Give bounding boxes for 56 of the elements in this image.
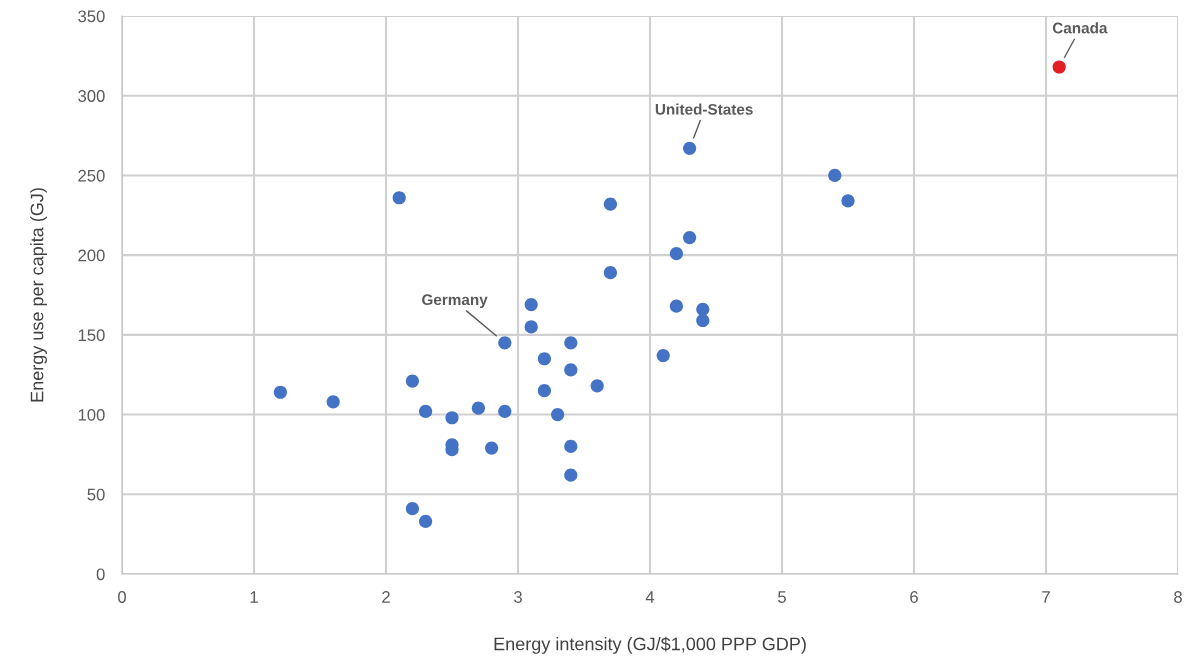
x-tick-label: 2 (382, 591, 390, 603)
point (564, 468, 578, 482)
x-tick-label: 6 (910, 591, 918, 603)
point (498, 336, 512, 350)
x-tick-label: 8 (1174, 591, 1182, 603)
annotation: United-States (655, 103, 753, 115)
point (537, 384, 551, 398)
point (392, 191, 406, 205)
point (485, 441, 499, 455)
point (471, 401, 485, 415)
point (419, 404, 433, 418)
point (524, 320, 538, 334)
point (1052, 60, 1066, 74)
annotation: Germany (422, 294, 488, 309)
point (551, 407, 565, 422)
point (669, 299, 683, 313)
y-tick-label: 300 (78, 90, 105, 102)
x-tick-label: 7 (1042, 591, 1050, 603)
point (564, 439, 578, 454)
annotation: Canada (1052, 22, 1108, 34)
y-axis-title: Energy use per capita (GJ) (30, 188, 47, 402)
point (537, 352, 551, 366)
point (405, 502, 419, 516)
point (564, 363, 578, 377)
point (669, 246, 683, 261)
y-tick-label: 50 (87, 488, 105, 501)
point (445, 411, 459, 425)
x-tick-label: 3 (514, 591, 522, 603)
point (326, 395, 340, 409)
point (828, 168, 842, 183)
point (273, 385, 287, 399)
point (656, 349, 670, 363)
y-tick-label: 100 (78, 408, 105, 421)
y-tick-label: 150 (78, 329, 105, 342)
x-tick-label: 0 (118, 591, 126, 603)
x-tick-label: 5 (778, 591, 786, 603)
y-tick-label: 200 (78, 249, 105, 262)
point (603, 197, 617, 211)
point (683, 141, 697, 155)
point (683, 231, 697, 245)
point (405, 374, 419, 388)
x-tick-label: 1 (250, 591, 258, 603)
x-tick-label: 4 (645, 591, 655, 603)
point (696, 302, 710, 316)
x-axis-title: Energy intensity (GJ/$1,000 PPP GDP) (494, 636, 806, 654)
y-tick-label: 350 (78, 10, 105, 23)
point (603, 266, 617, 280)
point (590, 379, 604, 393)
y-tick-label: 0 (96, 568, 105, 581)
point (841, 194, 855, 208)
point (419, 514, 433, 528)
point (696, 313, 710, 328)
point (564, 336, 578, 350)
point (524, 297, 538, 312)
y-tick-label: 250 (78, 169, 105, 182)
point (498, 404, 512, 418)
